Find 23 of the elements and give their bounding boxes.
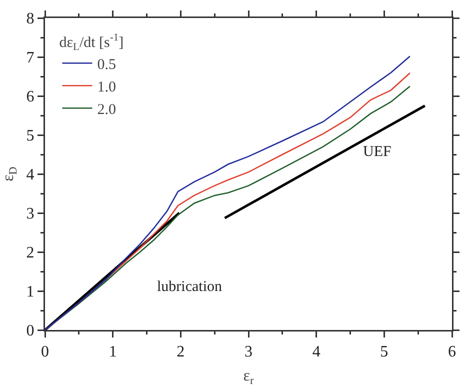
x-tick-label: 6: [448, 344, 456, 361]
y-tick-label: 4: [26, 166, 34, 184]
x-axis-title: ε$_{r}$: [243, 368, 254, 387]
legend-label: 0.5: [97, 56, 116, 73]
y-tick-label: 0: [26, 322, 34, 340]
y-tick-label: 6: [26, 88, 34, 106]
x-tick-label: 3: [244, 344, 252, 361]
legend-label: 1.0: [97, 79, 116, 96]
y-tick-label: 3: [26, 206, 34, 223]
annotation: lubrication: [157, 279, 222, 295]
legend-title: dε$_{L}$/dt [s$^{-1}$]: [59, 32, 124, 54]
annotation: UEF: [363, 144, 392, 160]
y-tick-label: 2: [26, 244, 34, 262]
x-tick-label: 0: [41, 344, 49, 361]
x-tick-label: 4: [312, 344, 320, 361]
x-tick-label: 2: [176, 344, 185, 361]
x-tick-label: 1: [108, 344, 117, 361]
x-tick-label: 5: [380, 344, 388, 361]
y-tick-label: 1: [26, 284, 34, 301]
y-tick-label: 7: [26, 50, 34, 67]
y-tick-label: 8: [26, 10, 34, 28]
y-tick-label: 5: [26, 128, 34, 145]
legend-label: 2.0: [97, 102, 116, 118]
